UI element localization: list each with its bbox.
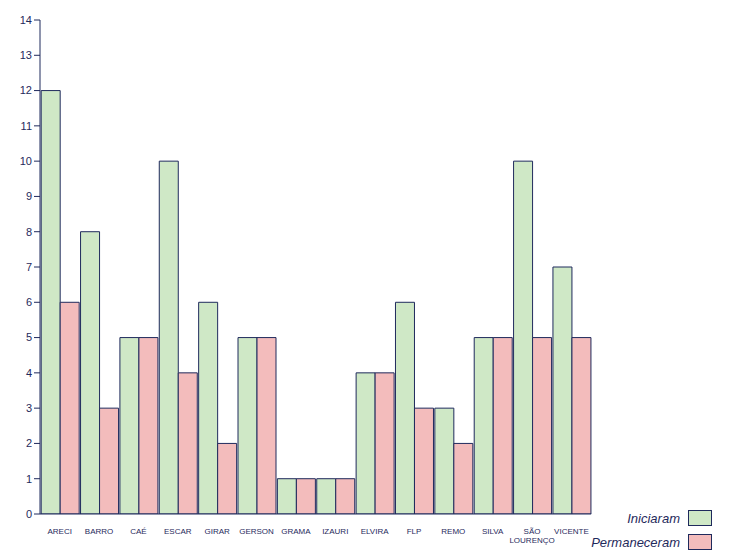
svg-text:ELVIRA: ELVIRA xyxy=(361,527,390,536)
svg-text:2: 2 xyxy=(26,437,32,449)
svg-text:0: 0 xyxy=(26,508,32,520)
svg-text:ARECI: ARECI xyxy=(47,527,71,536)
svg-text:BARRO: BARRO xyxy=(85,527,113,536)
svg-text:11: 11 xyxy=(21,120,32,132)
svg-text:SILVA: SILVA xyxy=(482,527,504,536)
svg-text:CAÉ: CAÉ xyxy=(130,527,146,536)
html-text:Permaneceram: Permaneceram xyxy=(591,534,680,550)
svg-text:GERSON: GERSON xyxy=(239,527,274,536)
svg-text:IZAURI: IZAURI xyxy=(322,527,348,536)
svg-text:7: 7 xyxy=(26,261,32,273)
svg-text:VICENTE: VICENTE xyxy=(554,527,589,536)
svg-text:REMO: REMO xyxy=(441,527,465,536)
svg-text:1: 1 xyxy=(26,473,32,485)
html-text:Iniciaram: Iniciaram xyxy=(627,510,680,526)
svg-text:GIRAR: GIRAR xyxy=(204,527,230,536)
svg-text:ESCAR: ESCAR xyxy=(164,527,192,536)
svg-text:12: 12 xyxy=(20,84,32,96)
svg-text:3: 3 xyxy=(26,402,32,414)
svg-text:13: 13 xyxy=(20,49,32,61)
svg-text:SÃOLOURENÇO: SÃOLOURENÇO xyxy=(509,527,554,545)
svg-text:GRAMA: GRAMA xyxy=(281,527,311,536)
svg-text:4: 4 xyxy=(26,367,32,379)
svg-text:14: 14 xyxy=(20,14,32,26)
svg-text:FLP: FLP xyxy=(407,527,422,536)
svg-text:10: 10 xyxy=(20,155,32,167)
svg-text:5: 5 xyxy=(26,331,32,343)
svg-text:8: 8 xyxy=(26,226,32,238)
svg-text:9: 9 xyxy=(26,190,32,202)
svg-text:6: 6 xyxy=(26,296,32,308)
